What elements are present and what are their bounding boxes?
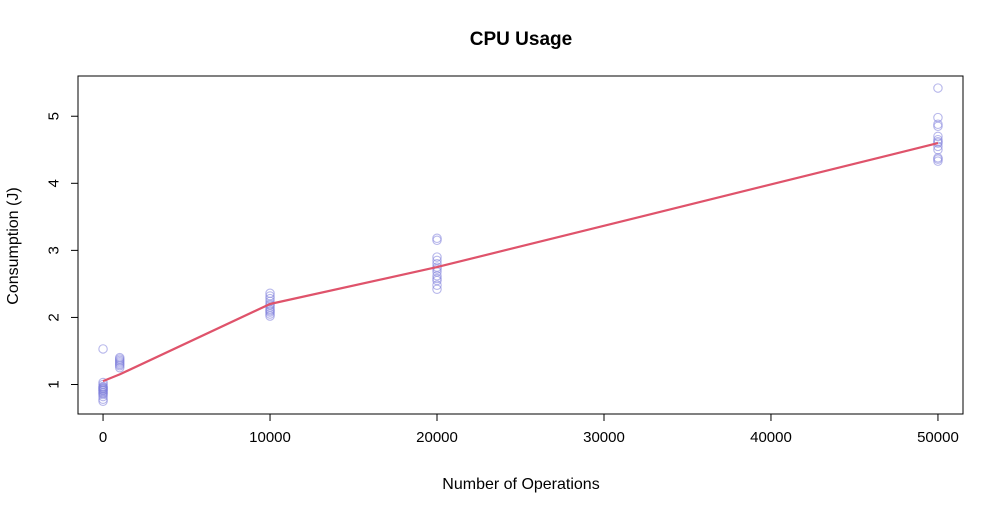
x-tick-label: 30000	[583, 429, 625, 446]
data-point	[933, 131, 943, 142]
data-point	[432, 280, 442, 290]
chart-title: CPU Usage	[470, 29, 572, 50]
data-point	[432, 235, 442, 246]
x-tick-label: 10000	[249, 429, 291, 446]
y-tick-label: 3	[46, 246, 63, 254]
x-tick-label: 40000	[750, 429, 792, 446]
data-point	[98, 377, 108, 388]
data-point	[265, 288, 275, 299]
y-tick-label: 1	[46, 380, 63, 388]
data-point	[933, 112, 943, 123]
y-axis: 1 2 3 4 5	[46, 112, 79, 389]
data-point	[432, 255, 442, 266]
data-point	[98, 344, 108, 354]
data-point	[432, 252, 442, 262]
x-tick-label: 0	[99, 429, 107, 446]
data-point	[432, 273, 442, 284]
y-tick-label: 2	[46, 313, 63, 321]
x-axis-label: Number of Operations	[442, 476, 599, 493]
x-tick-label: 20000	[416, 429, 458, 446]
plot-frame	[77, 75, 964, 415]
data-point	[265, 291, 275, 301]
data-point	[933, 119, 943, 130]
x-axis: 0 10000 20000 30000 40000 50000	[99, 413, 959, 446]
y-tick-label: 4	[46, 179, 63, 187]
data-point	[933, 83, 943, 93]
y-axis-label: Consumption (J)	[5, 187, 22, 304]
x-tick-label: 50000	[917, 429, 959, 446]
data-point	[265, 293, 275, 304]
y-tick-label: 5	[46, 112, 63, 120]
mean-line	[102, 142, 939, 383]
data-point	[933, 121, 943, 132]
data-point	[933, 141, 943, 152]
data-points	[98, 83, 943, 407]
mean-line-path	[102, 142, 939, 383]
data-point	[432, 233, 442, 244]
data-point	[114, 352, 125, 363]
